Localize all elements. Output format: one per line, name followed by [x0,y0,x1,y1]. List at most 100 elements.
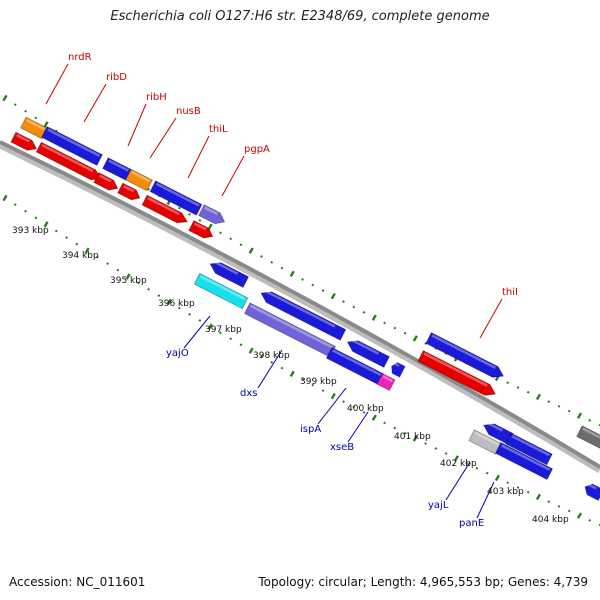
gene-ribH [93,172,119,191]
minor-tick [393,426,397,430]
tick-label: 396 kbp [158,299,195,309]
minor-tick [188,313,192,316]
label-leader [83,83,107,123]
feature-dxs-cds [260,289,347,341]
reverse-gene-label: xseB [330,442,354,453]
label-leader [257,349,283,389]
major-tick [248,247,254,254]
minor-tick [229,237,233,241]
minor-tick [75,242,79,246]
feature-pgpA-cds [198,204,226,225]
minor-tick [352,405,356,409]
minor-tick [260,355,263,358]
minor-tick [34,216,38,220]
feature-panE [494,441,554,481]
feature-tracks [10,116,600,501]
feature-ribH-cds [102,157,132,181]
tick-label: 395 kbp [110,276,147,286]
minor-tick [34,116,38,120]
gene-thiI [417,350,497,396]
label-leader [127,103,147,147]
minor-tick [136,281,140,285]
major-tick [289,270,295,278]
label-leader [221,155,245,197]
minor-tick [547,400,551,403]
minor-tick [557,404,561,408]
tick-label: 394 kbp [62,251,99,261]
reverse-gene-label: yajL [428,500,449,511]
major-tick [576,412,583,419]
gene-thiL [141,194,189,224]
minor-tick [547,500,551,503]
minor-tick [567,409,571,413]
forward-gene-label: thiL [209,124,228,135]
minor-tick [342,400,345,403]
forward-gene-label: thiI [502,287,518,298]
minor-tick [516,386,520,389]
minor-tick [516,486,520,489]
major-tick [248,347,254,354]
minor-tick [567,509,571,513]
tick-label: 404 kbp [532,515,569,525]
label-leader [45,63,69,105]
label-leader [479,298,503,339]
minor-tick [434,447,438,450]
feature-panE-cds [505,432,553,466]
major-tick [2,194,8,202]
minor-tick [106,262,109,266]
reverse-gene-label: dxs [240,388,257,399]
major-tick [166,298,172,306]
feature-yajO-cds [209,260,250,288]
map-title: Escherichia coli O127:H6 str. E2348/69, … [110,9,490,24]
feature-labels: nrdR ribD ribH nusB thiL pgpA thiI yajO dxs ispA x… [45,52,518,529]
label-leader [187,135,210,179]
major-tick [84,247,90,254]
minor-tick [95,255,99,259]
genome-backbone-shadow [0,141,600,474]
feature-ispA-cds [346,338,390,368]
minor-tick [198,319,202,322]
label-leader [183,315,211,349]
minor-tick [393,326,397,330]
tick-label: 403 kbp [487,487,524,497]
tick-label: 401 kbp [394,432,431,442]
major-tick [289,370,295,378]
minor-tick [239,243,243,247]
major-tick [207,323,213,330]
minor-tick [198,219,202,222]
minor-tick [465,461,469,465]
feature-ribD-cds [41,126,103,166]
tick-label: 402 kbp [440,459,477,469]
forward-gene-label: ribD [106,72,127,83]
label-leader [445,461,471,501]
minor-tick [280,366,284,370]
minor-tick [321,289,325,293]
minor-tick [301,278,304,281]
reverse-gene-label: ispA [300,424,321,435]
feature-xseB-cds [391,362,406,378]
minor-tick [65,236,68,239]
major-tick [494,474,500,482]
reverse-gene-label: yajO [166,348,189,359]
major-tick [535,393,541,401]
minor-tick [116,268,120,272]
minor-tick [475,466,479,470]
forward-gene-label: nrdR [68,52,92,63]
minor-tick [526,390,530,394]
feature-yajL [468,429,502,455]
major-tick [330,392,336,400]
minor-tick [280,266,284,270]
minor-tick [311,383,315,387]
minor-tick [219,231,222,235]
feature-thiL-cds [149,180,203,216]
major-tick [207,223,213,230]
major-tick [535,493,541,501]
minor-tick [239,343,243,347]
minor-tick [383,421,386,425]
tick-labels: 393 kbp 394 kbp 395 kbp 396 kbp 397 kbp 398 k… [12,226,569,525]
minor-tick [444,452,448,455]
major-tick [371,314,377,321]
minor-tick [342,300,345,303]
minor-tick [424,442,427,445]
